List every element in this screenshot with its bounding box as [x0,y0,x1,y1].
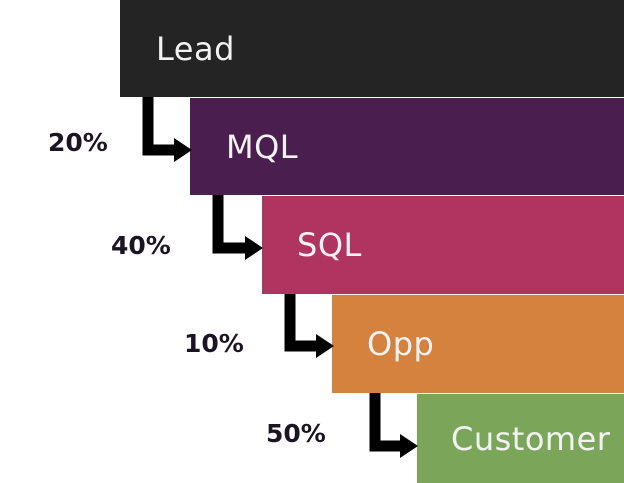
arrow-opp-to-customer [369,393,418,458]
conversion-rate-mql-sql: 40% [111,231,171,260]
stage-label-opp: Opp [367,325,435,363]
stage-customer: Customer [417,394,624,483]
arrow-mql-to-sql [212,195,263,260]
conversion-rate-lead-mql: 20% [48,128,108,157]
stage-label-mql: MQL [226,127,299,166]
stage-label-sql: SQL [297,226,362,264]
stage-mql: MQL [190,98,624,195]
conversion-rate-opp-customer: 50% [266,419,326,448]
stage-label-lead: Lead [156,29,235,68]
arrow-sql-to-opp [284,294,334,358]
arrow-lead-to-mql [142,97,192,162]
conversion-rate-sql-opp: 10% [184,329,244,358]
stage-sql: SQL [262,196,624,294]
stage-opp: Opp [332,295,624,393]
stage-label-customer: Customer [451,419,611,458]
stage-lead: Lead [120,0,624,97]
